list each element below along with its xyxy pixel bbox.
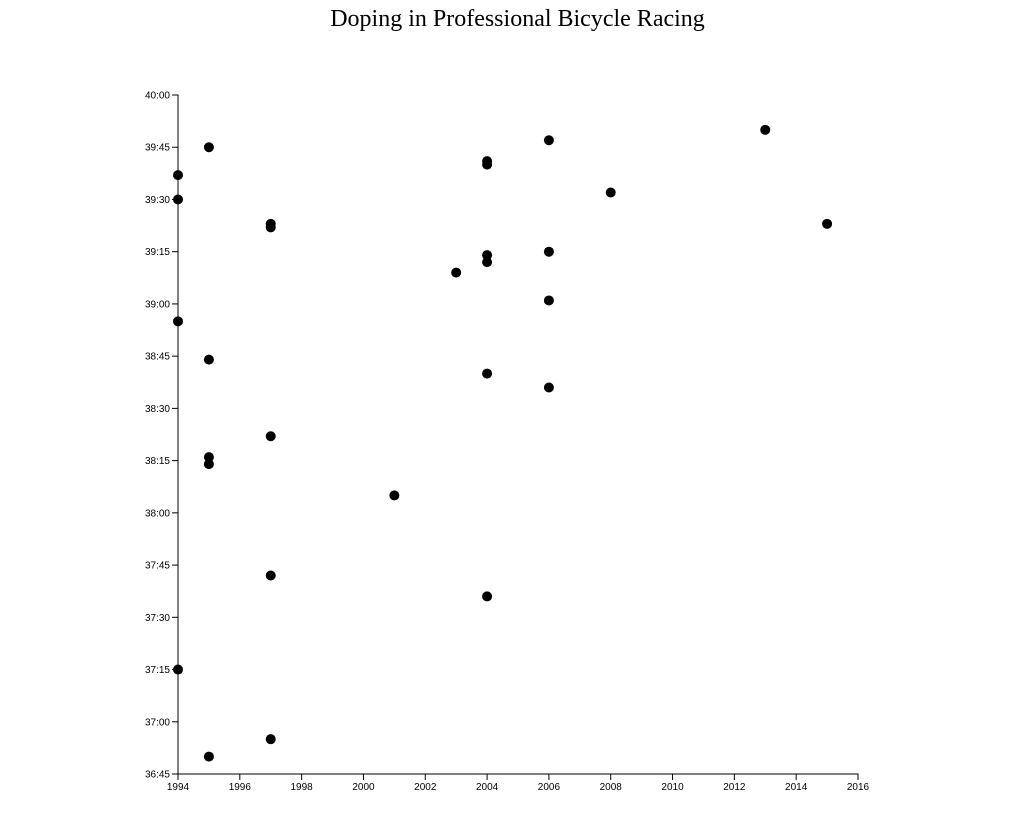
x-tick-label: 2002 <box>414 782 437 793</box>
data-point[interactable] <box>203 354 214 365</box>
y-tick-label: 40:00 <box>145 91 170 102</box>
y-tick-label: 38:00 <box>145 508 170 519</box>
data-point[interactable] <box>605 187 616 198</box>
y-tick-label: 39:00 <box>145 299 170 310</box>
data-point[interactable] <box>265 570 276 581</box>
data-points <box>173 124 833 762</box>
x-tick-label: 1996 <box>229 782 252 793</box>
x-tick-label: 2014 <box>785 782 808 793</box>
x-tick-label: 2004 <box>476 782 499 793</box>
data-point[interactable] <box>543 382 554 393</box>
data-point[interactable] <box>482 159 493 170</box>
data-point[interactable] <box>173 316 183 327</box>
x-tick-label: 2012 <box>723 782 746 793</box>
y-tick-label: 39:45 <box>145 143 170 154</box>
data-point[interactable] <box>265 222 276 233</box>
y-tick-label: 37:30 <box>145 613 170 624</box>
y-tick-label: 39:15 <box>145 247 170 258</box>
data-point[interactable] <box>203 459 214 470</box>
x-tick-label: 2008 <box>600 782 623 793</box>
data-point[interactable] <box>543 135 554 146</box>
data-point[interactable] <box>451 267 462 278</box>
data-point[interactable] <box>822 218 833 229</box>
data-point[interactable] <box>203 142 214 153</box>
y-tick-label: 38:45 <box>145 352 170 363</box>
data-point[interactable] <box>389 490 400 501</box>
y-axis: 40:00 39:45 39:30 39:15 39:00 38:45 38:30 38:15… <box>145 91 179 781</box>
x-tick-label: 2010 <box>661 782 684 793</box>
data-point[interactable] <box>203 452 214 463</box>
x-tick-label: 2000 <box>352 782 375 793</box>
data-point[interactable] <box>543 246 554 257</box>
data-point[interactable] <box>482 591 493 602</box>
y-tick-label: 37:45 <box>145 561 170 572</box>
x-tick-label: 1994 <box>167 782 190 793</box>
x-tick-label: 1998 <box>291 782 314 793</box>
data-point[interactable] <box>543 295 554 306</box>
data-point[interactable] <box>173 194 183 205</box>
y-tick-label: 38:15 <box>145 456 170 467</box>
data-point[interactable] <box>265 431 276 442</box>
y-tick-label: 36:45 <box>145 770 170 781</box>
data-point[interactable] <box>482 368 493 379</box>
x-tick-label: 2016 <box>847 782 870 793</box>
x-axis-line <box>177 773 859 780</box>
y-tick-label: 39:30 <box>145 195 170 206</box>
x-axis: 1994 1996 1998 2000 2002 2004 2006 2008 2010 2012… <box>167 773 870 793</box>
data-point[interactable] <box>482 257 493 268</box>
y-tick-label: 37:15 <box>145 665 170 676</box>
y-tick-label: 38:30 <box>145 404 170 415</box>
data-point[interactable] <box>760 124 771 135</box>
y-tick-label: 37:00 <box>145 717 170 728</box>
chart-title: Doping in Professional Bicycle Racing <box>330 6 705 32</box>
data-point[interactable] <box>482 250 493 261</box>
data-point[interactable] <box>265 734 276 745</box>
data-point[interactable] <box>173 664 183 675</box>
data-point[interactable] <box>203 751 214 762</box>
x-tick-label: 2006 <box>538 782 561 793</box>
data-point[interactable] <box>173 170 183 181</box>
